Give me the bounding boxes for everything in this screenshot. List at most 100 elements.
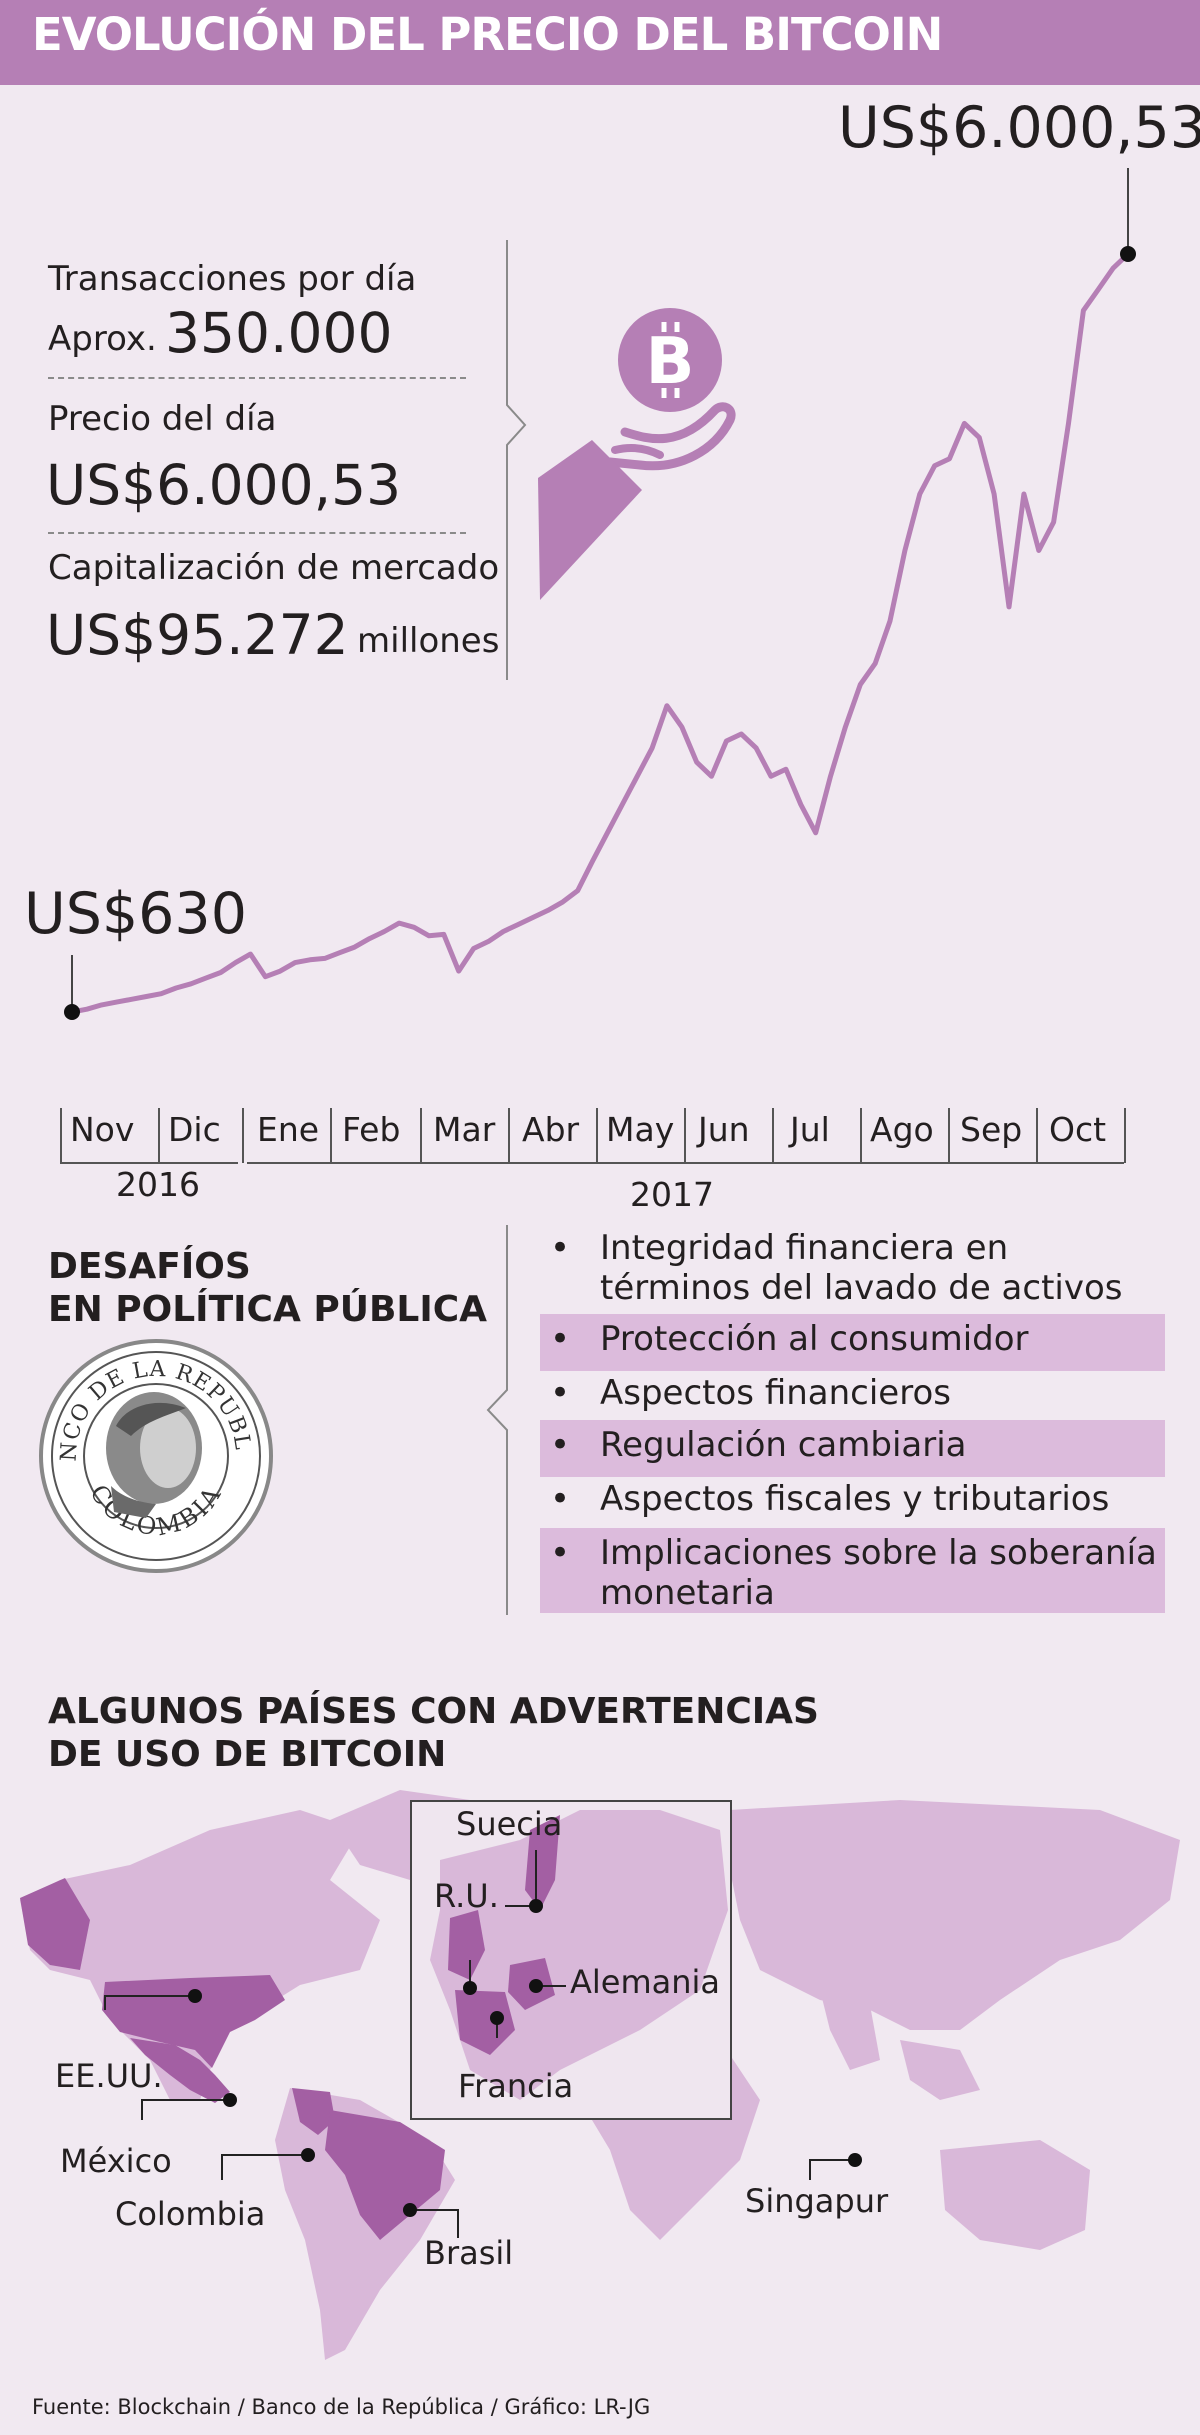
suecia-shape <box>525 1815 560 1910</box>
month-label: Jun <box>698 1110 750 1149</box>
country-label-alemania: Alemania <box>570 1963 721 2001</box>
country-label-mexico: México <box>60 2142 172 2180</box>
country-label-colombia: Colombia <box>115 2195 266 2233</box>
alemania-marker <box>529 1979 543 1993</box>
end-price-label: US$6.000,53 <box>838 95 1200 161</box>
country-label-eeuu: EE.UU. <box>55 2057 163 2095</box>
month-label: Ene <box>257 1110 320 1149</box>
eeuu-marker <box>188 1989 202 2003</box>
country-label-suecia: Suecia <box>456 1805 563 1843</box>
coin-hand-illustration: B <box>538 308 736 600</box>
start-price-point <box>64 1004 80 1020</box>
axis-tick <box>1124 1108 1126 1163</box>
cap-value: US$95.272 <box>46 603 349 667</box>
challenge-item: • Aspectos financieros <box>540 1368 1165 1425</box>
transactions-label: Transacciones por día <box>48 259 417 299</box>
price-chart <box>64 168 1136 1020</box>
month-label: Feb <box>342 1110 401 1149</box>
countries-title: ALGUNOS PAÍSES CON ADVERTENCIAS DE USO D… <box>48 1690 819 1776</box>
singapur-marker <box>848 2153 862 2167</box>
price-label: Precio del día <box>48 399 277 439</box>
challenges-title: DESAFÍOS EN POLÍTICA PÚBLICA <box>48 1245 487 1331</box>
challenges-title-line2: EN POLÍTICA PÚBLICA <box>48 1289 488 1331</box>
month-label: Dic <box>168 1110 221 1149</box>
month-label: Nov <box>70 1110 135 1149</box>
countries-title-line1: ALGUNOS PAÍSES CON ADVERTENCIAS <box>48 1691 819 1732</box>
page-title: EVOLUCIÓN DEL PRECIO DEL BITCOIN <box>32 8 943 61</box>
month-label: Ago <box>870 1110 934 1149</box>
axis-tick <box>948 1108 950 1163</box>
challenges-title-line1: DESAFÍOS <box>48 1246 251 1287</box>
axis-tick <box>508 1108 510 1163</box>
transactions-prefix: Aprox. <box>48 319 157 359</box>
divider-1 <box>48 377 466 379</box>
challenge-item: • Protección al consumidor <box>540 1314 1165 1371</box>
challenge-text: Aspectos fiscales y tributarios <box>600 1479 1110 1519</box>
brasil-marker <box>403 2203 417 2217</box>
mexico-marker <box>223 2093 237 2107</box>
year-label-2016: 2016 <box>116 1165 200 1204</box>
month-label: May <box>606 1110 675 1149</box>
price-series-line <box>71 252 1130 1015</box>
challenge-item: • Aspectos fiscales y tributarios <box>540 1474 1165 1531</box>
year-underline-2017 <box>247 1162 1124 1164</box>
challenges-bracket <box>486 1225 508 1615</box>
country-label-francia: Francia <box>458 2067 574 2105</box>
ru-marker <box>463 1981 477 1995</box>
world-map <box>20 1790 1180 2360</box>
alaska-shape <box>20 1878 90 1970</box>
axis-tick <box>158 1108 160 1163</box>
southeast-asia-shape <box>900 2040 980 2100</box>
axis-tick <box>684 1108 686 1163</box>
axis-tick <box>420 1108 422 1163</box>
header-bar <box>0 0 1200 85</box>
europe-inset-map <box>430 1810 728 2100</box>
francia-marker <box>490 2011 504 2025</box>
bullet: • <box>550 1533 571 1573</box>
bullet: • <box>550 1228 571 1268</box>
country-label-ru: R.U. <box>434 1877 499 1915</box>
source-footer: Fuente: Blockchain / Banco de la Repúbli… <box>32 2395 651 2419</box>
reino-unido-shape <box>448 1910 485 1980</box>
banco-republica-seal: BANCO DE LA REPUBLICA COLOMBIA <box>36 1336 273 1573</box>
liberty-head-icon <box>106 1392 202 1518</box>
bullet: • <box>550 1319 571 1359</box>
colombia-marker <box>301 2148 315 2162</box>
cap-label: Capitalización de mercado <box>48 548 500 588</box>
colombia-shape <box>292 2088 335 2135</box>
eeuu-leader <box>104 1995 195 2010</box>
year-label-2017: 2017 <box>630 1175 714 1214</box>
month-label: Sep <box>960 1110 1023 1149</box>
country-label-brasil: Brasil <box>424 2234 514 2272</box>
brasil-leader <box>410 2209 459 2238</box>
suecia-marker <box>529 1899 543 1913</box>
axis-tick <box>772 1108 774 1163</box>
axis-tick <box>60 1108 62 1163</box>
challenge-item: • Regulación cambiaria <box>540 1420 1165 1477</box>
countries-title-line2: DE USO DE BITCOIN <box>48 1734 447 1776</box>
challenge-text: Aspectos financieros <box>600 1373 951 1413</box>
bullet: • <box>550 1425 571 1465</box>
country-label-singapur: Singapur <box>745 2182 889 2220</box>
svg-text:B: B <box>646 325 695 399</box>
francia-shape <box>455 1990 515 2055</box>
divider-2 <box>48 532 466 534</box>
end-price-point <box>1120 246 1136 262</box>
usa-shape <box>102 1975 285 2068</box>
month-label: Jul <box>790 1110 830 1149</box>
challenge-text: términos del lavado de activos <box>600 1268 1123 1308</box>
north-america-shape <box>20 1810 380 2100</box>
challenge-item: • Integridad financiera en términos del … <box>540 1228 1165 1310</box>
challenge-item: • Implicaciones sobre la soberanía monet… <box>540 1528 1165 1613</box>
challenge-text: monetaria <box>600 1573 775 1613</box>
asia-shape <box>730 1800 1180 2030</box>
bitcoin-coin-icon: B <box>618 308 722 412</box>
colombia-leader <box>221 2154 308 2180</box>
challenge-text: Protección al consumidor <box>600 1319 1029 1359</box>
challenge-text: Regulación cambiaria <box>600 1425 967 1465</box>
challenge-text: Integridad financiera en <box>600 1228 1009 1268</box>
year-underline-2016 <box>60 1162 238 1164</box>
india-shape <box>820 1990 880 2070</box>
mexico-shape <box>130 2038 230 2103</box>
axis-tick <box>596 1108 598 1163</box>
